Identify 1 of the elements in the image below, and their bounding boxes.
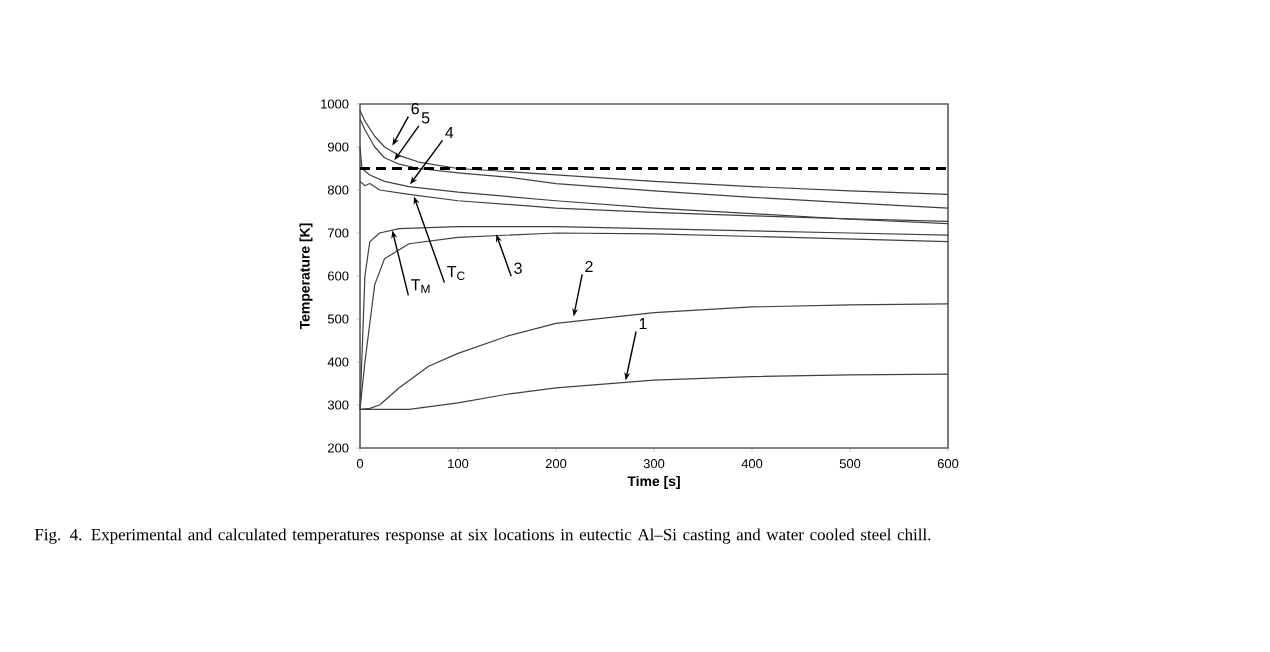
caption: Fig. 4. Experimental and calculated temperatures response at six locations in eutectic Al–Si casting and water cooled steel chill. xyxy=(34,528,931,544)
